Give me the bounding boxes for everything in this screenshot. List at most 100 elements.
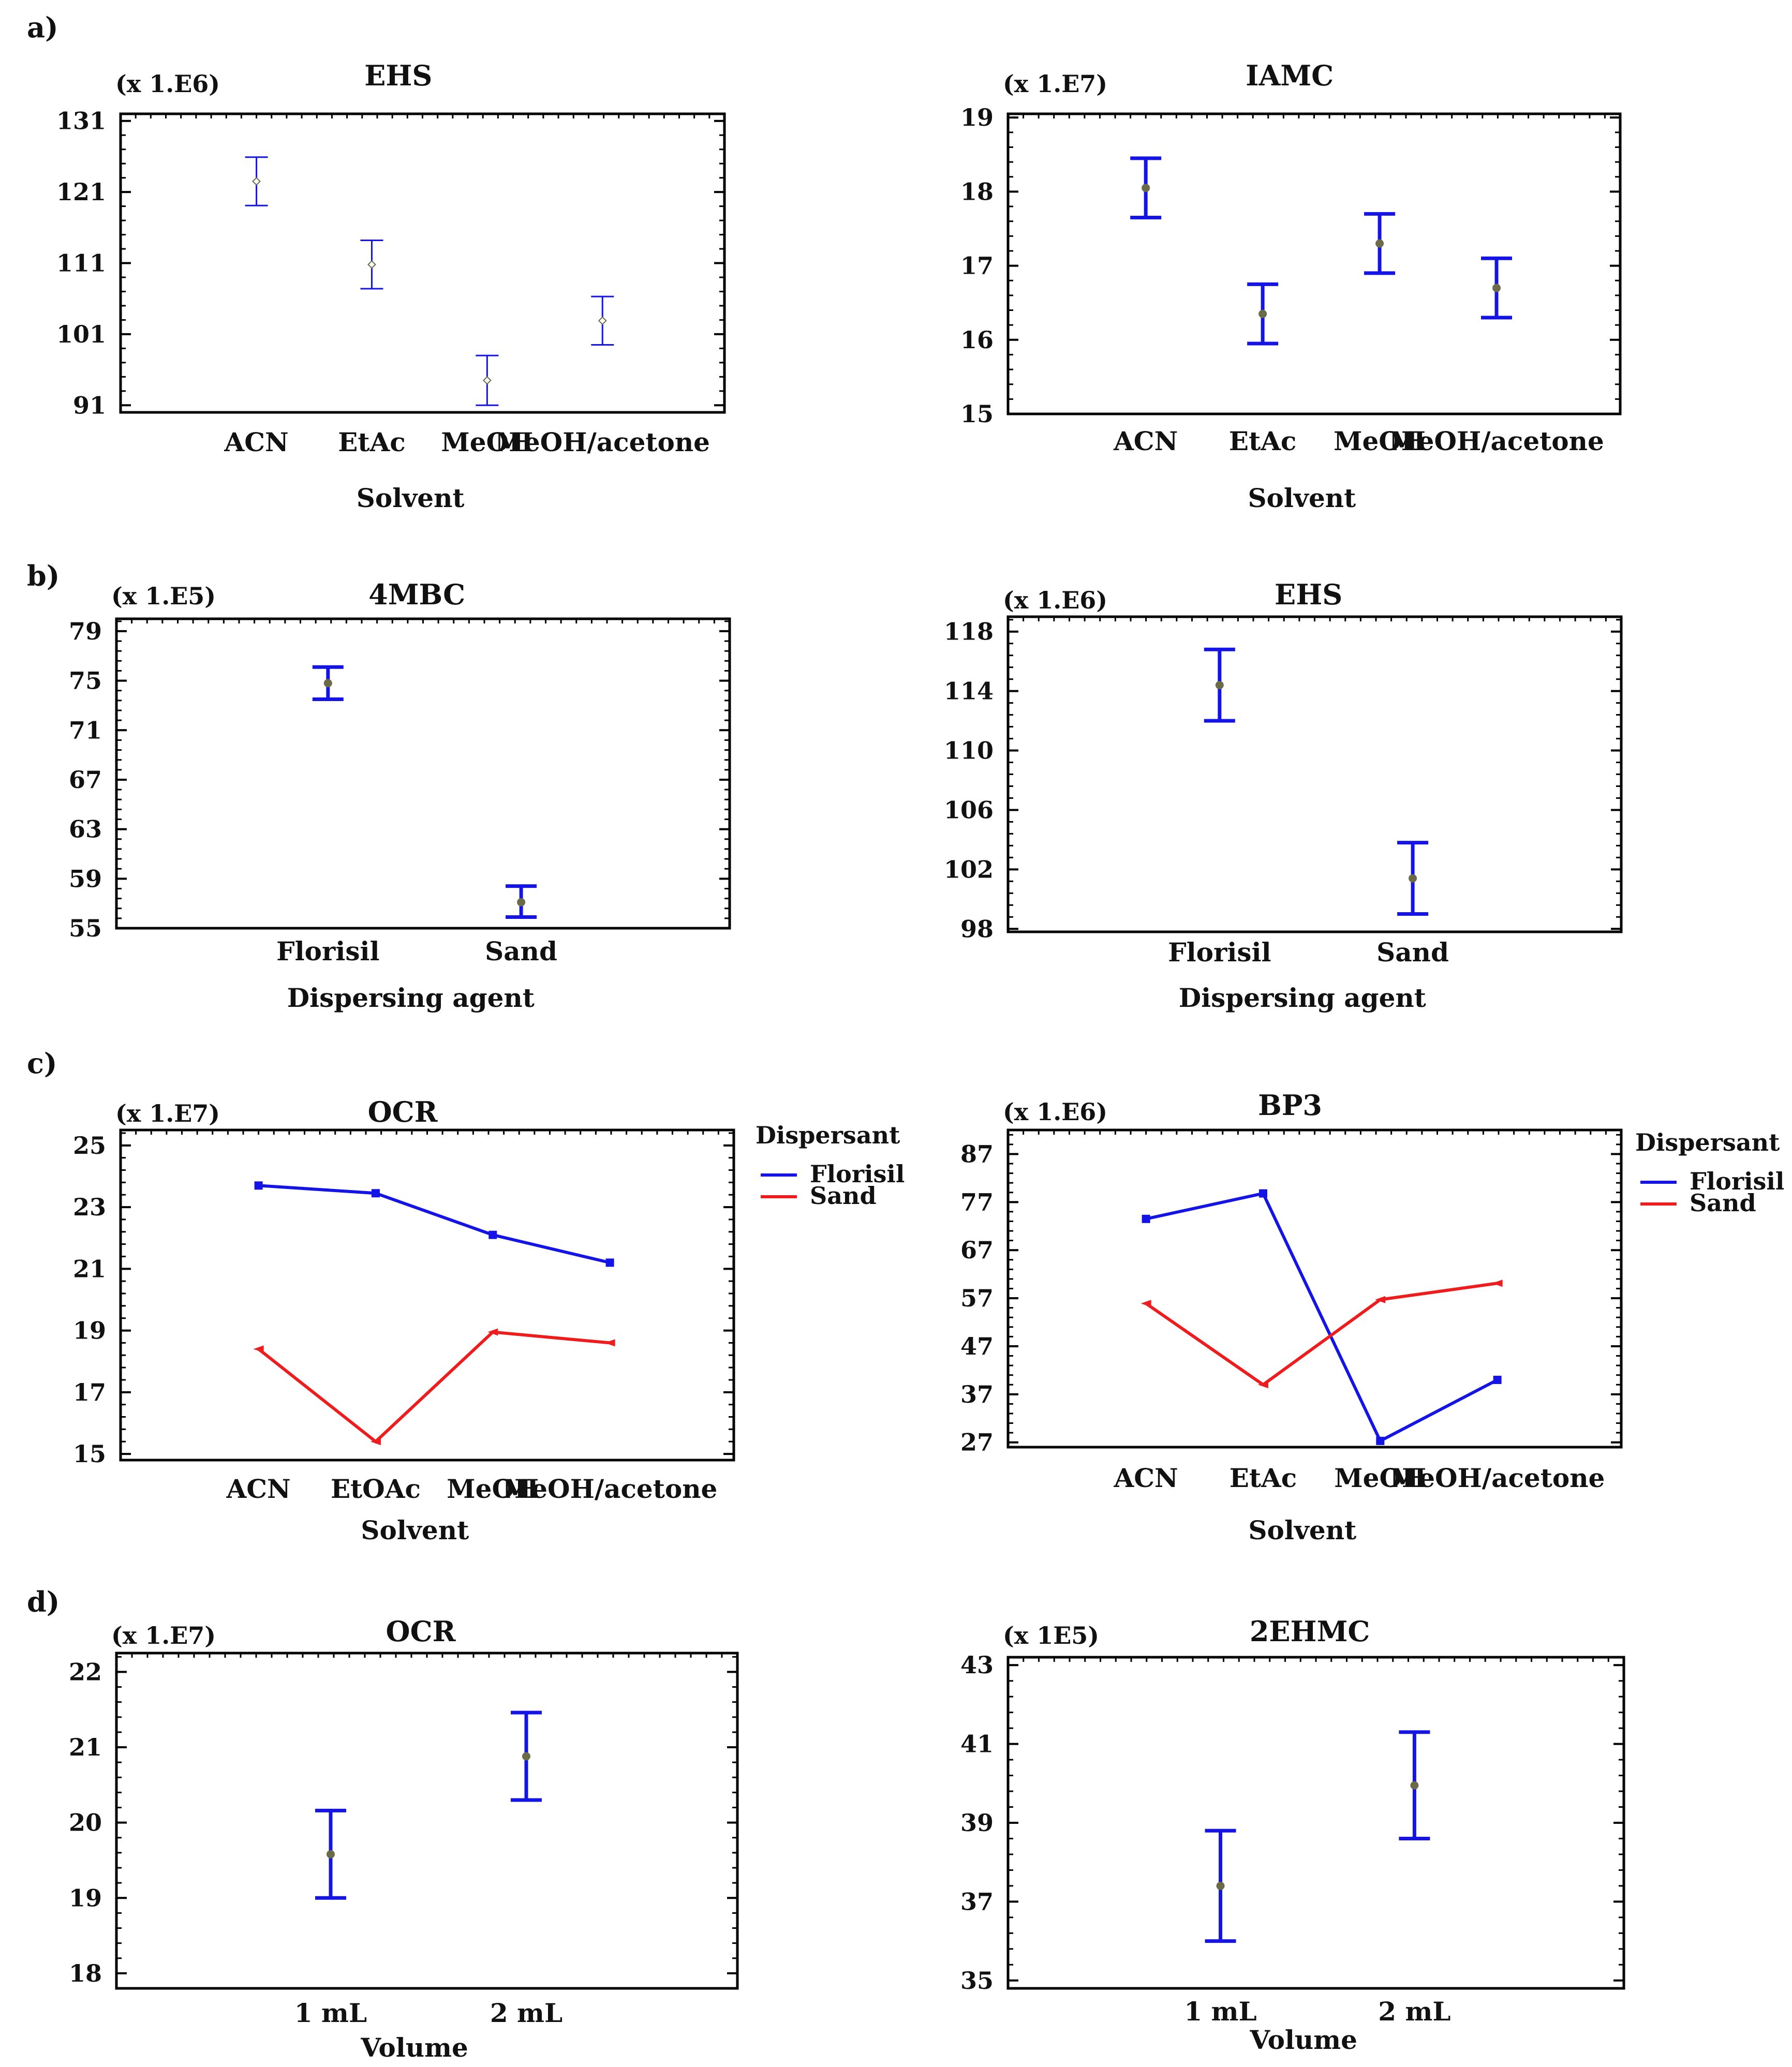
error-bar-0 [1204, 647, 1235, 723]
y-tick-label: 19 [69, 1884, 102, 1912]
mean-marker [1216, 1881, 1225, 1890]
x-tick-label: Sand [485, 936, 557, 966]
chart-title: BP3 [1258, 1089, 1322, 1122]
x-tick-label: ACN [1113, 1463, 1178, 1493]
plot-frame [1006, 1656, 1625, 1990]
y-tick-label: 114 [944, 677, 994, 705]
error-bar-2 [476, 354, 499, 406]
x-tick-label: Florisil [1168, 937, 1271, 968]
legend-label: Florisil [1690, 1167, 1784, 1195]
plot-frame [115, 1652, 739, 1990]
y-tick-label: 101 [56, 320, 106, 348]
series-line [258, 1184, 611, 1265]
x-tick-label: MeOH [447, 1474, 539, 1504]
plot-frame [119, 1128, 735, 1462]
y-tick-label: 16 [960, 326, 994, 354]
data-point [254, 1181, 263, 1190]
mean-marker [517, 898, 526, 906]
chart-title: EHS [364, 59, 432, 92]
mean-marker [323, 679, 332, 688]
y-tick-label: 111 [56, 249, 106, 277]
y-tick-label: 17 [960, 252, 994, 280]
series-florisil [1142, 1189, 1502, 1445]
legend-title: Dispersant [756, 1121, 900, 1149]
y-multiplier: (x 1.E6) [1003, 586, 1107, 614]
series-sand [1141, 1280, 1503, 1389]
plot-frame [1006, 1128, 1623, 1449]
chart-title: 4MBC [368, 578, 465, 611]
panel-label-a: a) [27, 11, 58, 44]
y-tick-label: 75 [69, 667, 102, 695]
mean-marker [1492, 284, 1501, 292]
mean-marker [327, 1850, 335, 1858]
y-tick-label: 57 [960, 1284, 994, 1312]
series-sand [253, 1328, 615, 1446]
mean-marker [482, 376, 492, 385]
y-tick-label: 47 [960, 1332, 994, 1360]
y-tick-label: 18 [960, 177, 994, 205]
y-tick-label: 59 [69, 865, 102, 893]
y-tick-label: 15 [960, 400, 994, 428]
error-bar-1 [511, 1711, 542, 1802]
x-tick-label: 1 mL [1184, 1996, 1256, 2027]
error-bar-3 [591, 295, 614, 346]
y-multiplier: (x 1.E7) [115, 1099, 220, 1127]
y-tick-label: 37 [960, 1887, 994, 1915]
x-tick-label: MeOH/acetone [1389, 426, 1604, 456]
legend-label: Sand [1690, 1189, 1756, 1217]
x-axis-label: Dispersing agent [287, 983, 535, 1013]
chart-title: IAMC [1246, 59, 1334, 92]
data-point [370, 1438, 381, 1446]
y-multiplier: (x 1.E6) [1003, 1098, 1107, 1126]
y-tick-label: 87 [960, 1140, 994, 1168]
y-tick-label: 27 [960, 1429, 994, 1456]
error-bar-3 [1481, 256, 1513, 320]
x-axis-label: Solvent [357, 483, 465, 513]
chart-title: OCR [386, 1615, 456, 1648]
y-tick-label: 71 [69, 716, 102, 744]
panel-label-b: b) [27, 559, 60, 592]
chart-title: OCR [368, 1095, 438, 1128]
y-tick-label: 102 [944, 855, 994, 883]
x-tick-label: MeOH/acetone [495, 427, 710, 457]
error-bar-0 [1130, 156, 1162, 219]
error-bar-1 [506, 884, 537, 919]
series-line [1145, 1192, 1499, 1444]
y-tick-label: 67 [69, 766, 102, 794]
x-tick-label: MeOH [441, 427, 533, 457]
x-axis-label: Solvent [361, 1515, 469, 1545]
x-axis-label: Volume [1249, 2025, 1357, 2055]
y-tick-label: 25 [73, 1132, 106, 1159]
data-point [253, 1345, 264, 1353]
y-tick-label: 77 [960, 1188, 994, 1216]
x-axis-label: Dispersing agent [1179, 983, 1426, 1013]
mean-marker [252, 177, 261, 186]
series-line [1145, 1282, 1498, 1387]
x-tick-label: MeOH [1334, 1463, 1426, 1493]
data-point [1257, 1381, 1268, 1389]
mean-marker [522, 1752, 530, 1761]
error-bar-1 [360, 240, 383, 290]
x-tick-label: Sand [1376, 937, 1449, 968]
legend-label: Sand [810, 1182, 877, 1210]
y-multiplier: (x 1.E7) [111, 1622, 216, 1649]
mean-marker [1258, 309, 1267, 318]
y-tick-label: 18 [69, 1959, 102, 1987]
y-tick-label: 121 [56, 178, 106, 206]
error-bar-0 [315, 1808, 346, 1900]
plot-frame [119, 112, 726, 414]
y-tick-label: 21 [69, 1733, 102, 1761]
charts-layer: 91 101 111 121 131 EHS (x 1.E6) Solvent ACN EtAc M… [56, 59, 1784, 2063]
error-bar-0 [245, 156, 268, 206]
y-tick-label: 110 [944, 737, 994, 765]
data-point [604, 1339, 615, 1347]
data-point [371, 1189, 380, 1198]
y-multiplier: (x 1.E6) [115, 70, 220, 98]
plot-frame [115, 617, 731, 930]
error-bar-0 [312, 665, 344, 701]
data-point [1142, 1214, 1150, 1223]
x-axis-label: Volume [360, 2032, 468, 2063]
